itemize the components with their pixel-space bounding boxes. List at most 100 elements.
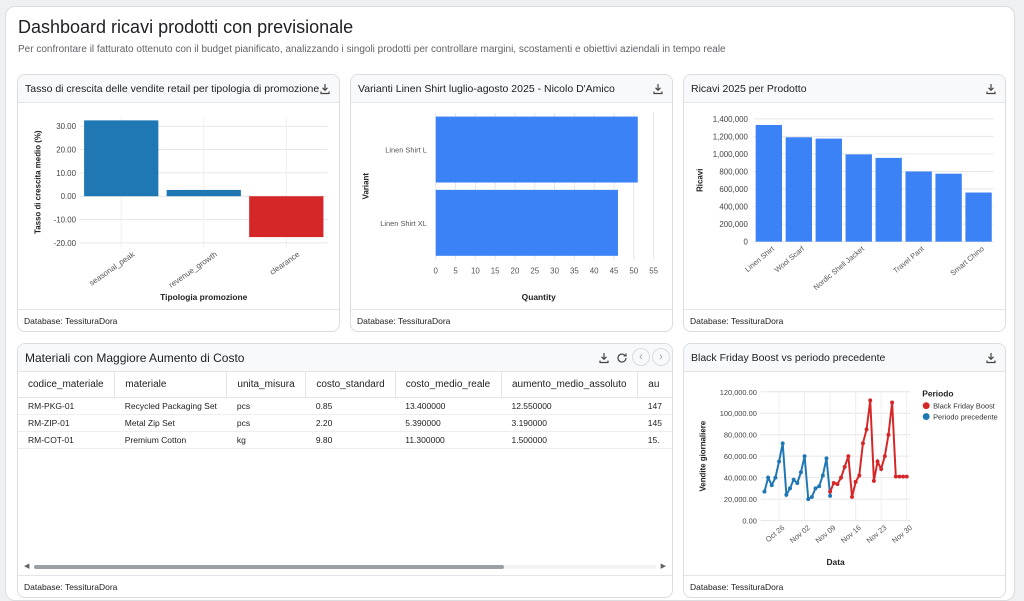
x-tick-label: 30 xyxy=(550,266,559,275)
data-point xyxy=(806,497,811,502)
table-cell: 5.390000 xyxy=(395,414,502,432)
data-point xyxy=(853,479,858,484)
data-point xyxy=(773,475,778,480)
download-icon[interactable] xyxy=(983,350,999,366)
card-footer: Database: TessituraDora xyxy=(684,309,1005,331)
table-cell: 3.190000 xyxy=(501,414,638,432)
card-header: Varianti Linen Shirt luglio-agosto 2025 … xyxy=(351,75,672,103)
y-tick-label: Linen Shirt XL xyxy=(380,219,427,228)
scroll-right-icon[interactable]: ▶ xyxy=(660,563,666,570)
data-point xyxy=(868,398,873,403)
chevron-left-icon[interactable]: ‹ xyxy=(632,348,650,366)
series-line xyxy=(829,400,907,498)
card-title: Ricavi 2025 per Prodotto xyxy=(691,83,807,95)
x-axis-title: Data xyxy=(826,557,845,567)
data-point xyxy=(813,486,818,491)
table-cell: 13.400000 xyxy=(395,397,502,415)
database-label: Database: TessituraDora xyxy=(357,316,451,326)
column-header[interactable]: costo_standard xyxy=(305,372,396,398)
table-row[interactable]: RM-PKG-01 Recycled Packaging Set pcs 0.8… xyxy=(18,397,672,415)
data-point xyxy=(762,489,767,494)
card-header: Ricavi 2025 per Prodotto xyxy=(684,75,1005,103)
ricavi-chart: 0 200,000 400,000 600,000 800,000 1,000,000 1,… xyxy=(684,103,1005,309)
data-point xyxy=(820,473,825,478)
y-axis-title: Variant xyxy=(361,173,370,200)
series-line xyxy=(763,443,832,501)
data-point xyxy=(875,459,880,464)
column-header[interactable]: codice_materiale xyxy=(18,372,116,398)
download-icon[interactable] xyxy=(983,81,999,97)
refresh-icon[interactable] xyxy=(614,350,630,366)
table-cell: RM-ZIP-01 xyxy=(18,414,115,432)
data-point xyxy=(802,454,807,459)
bar xyxy=(755,124,783,242)
y-tick-label: 20,000.00 xyxy=(724,495,757,504)
data-point xyxy=(839,475,844,480)
x-tick-label: 55 xyxy=(649,266,658,275)
card-footer: Database: TessituraDora xyxy=(351,309,672,331)
table-cell: Recycled Packaging Set xyxy=(114,397,227,415)
table-row[interactable]: RM-COT-01 Premium Cotton kg 9.80 11.3000… xyxy=(18,431,672,449)
bar xyxy=(845,154,872,242)
data-point xyxy=(904,474,909,479)
x-tick-label: Linen Shirt xyxy=(743,244,776,274)
data-point xyxy=(828,493,833,498)
data-point xyxy=(901,474,906,479)
table-header-row: codice_materiale materiale unita_misura … xyxy=(18,372,672,398)
x-tick-label: 15 xyxy=(491,266,500,275)
data-point xyxy=(882,454,887,459)
card-footer: Database: TessituraDora xyxy=(18,575,672,597)
x-tick-label: 35 xyxy=(570,266,579,275)
data-point xyxy=(871,478,876,483)
x-tick-label: clearance xyxy=(268,249,302,276)
y-tick-label: -20.00 xyxy=(54,239,77,248)
y-tick-label: 80,000.00 xyxy=(724,431,757,440)
table-cell: 11.300000 xyxy=(395,431,502,449)
bar xyxy=(935,173,962,242)
download-icon[interactable] xyxy=(596,350,612,366)
data-point xyxy=(780,441,785,446)
horizontal-scrollbar[interactable]: ◀ ▶ xyxy=(24,562,666,572)
download-icon[interactable] xyxy=(650,81,666,97)
growth-chart: 30.00 20.00 10.00 0.00 -10.00 -20.00 seasonal_… xyxy=(18,103,339,309)
y-tick-label: 40,000.00 xyxy=(724,474,757,483)
database-label: Database: TessituraDora xyxy=(690,582,784,592)
column-header[interactable]: costo_medio_reale xyxy=(395,372,502,398)
column-header[interactable]: unita_misura xyxy=(226,372,307,398)
data-point xyxy=(831,481,836,485)
column-header[interactable]: au xyxy=(637,372,672,398)
x-axis-title: Quantity xyxy=(522,292,556,302)
table-row[interactable]: RM-ZIP-01 Metal Zip Set pcs 2.20 5.39000… xyxy=(18,414,672,432)
data-point xyxy=(860,441,865,446)
x-tick-label: Nov 02 xyxy=(788,523,812,545)
x-tick-label: Nov 16 xyxy=(839,523,863,545)
y-tick-label: 1,000,000 xyxy=(713,150,749,159)
scrollbar-thumb[interactable] xyxy=(34,565,504,569)
data-point xyxy=(857,473,862,478)
legend-title: Periodo xyxy=(922,389,953,399)
legend-marker xyxy=(922,402,930,410)
download-icon[interactable] xyxy=(317,81,333,97)
data-point xyxy=(890,400,895,405)
x-tick-label: 5 xyxy=(453,266,458,275)
scroll-left-icon[interactable]: ◀ xyxy=(24,563,30,570)
data-point xyxy=(864,427,869,432)
ricavi-card: Ricavi 2025 per Prodotto 0 200,000 400,000… xyxy=(683,74,1006,332)
card-header: Tasso di crescita delle vendite retail p… xyxy=(18,75,339,103)
x-tick-label: Travel Pant xyxy=(891,244,926,275)
linen-variants-card: Varianti Linen Shirt luglio-agosto 2025 … xyxy=(350,74,673,332)
column-header[interactable]: materiale xyxy=(114,372,228,398)
x-tick-label: Oct 26 xyxy=(764,523,787,544)
chevron-right-icon[interactable]: › xyxy=(652,348,670,366)
column-header[interactable]: aumento_medio_assoluto xyxy=(501,372,639,398)
x-tick-label: Nordic Shell Jacket xyxy=(812,244,866,292)
y-tick-label: 0 xyxy=(744,238,749,247)
data-point xyxy=(828,489,833,494)
y-tick-label: 0.00 xyxy=(61,192,77,201)
data-point xyxy=(777,459,782,464)
y-tick-label: 600,000 xyxy=(719,185,748,194)
materials-table-card: Materiali con Maggiore Aumento di Costo … xyxy=(17,343,673,598)
table-cell: Metal Zip Set xyxy=(114,414,227,432)
table-cell: 1.500000 xyxy=(501,431,638,449)
x-tick-label: Nov 23 xyxy=(865,523,889,545)
